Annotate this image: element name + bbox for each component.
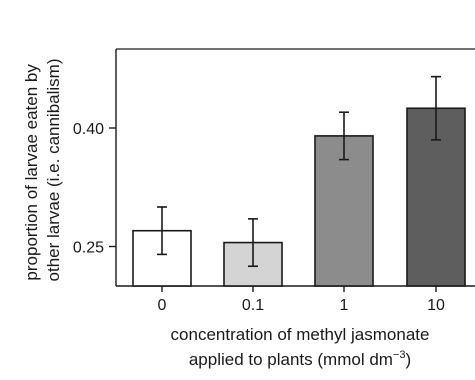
y-tick-label-0.25: 0.25 [73, 240, 104, 257]
x-axis-title-line-2: applied to plants (mmol dm−3) [189, 349, 411, 369]
x-axis-title-exponent: −3 [393, 349, 406, 361]
x-tick-label-0: 0 [158, 297, 167, 314]
x-ticks-group: 0 0.1 1 10 [158, 286, 445, 314]
x-axis-title-line-1: concentration of methyl jasmonate [171, 325, 430, 344]
bars-group [132, 107, 466, 287]
bar-1 [314, 135, 374, 287]
x-tick-label-10: 10 [427, 297, 445, 314]
y-axis-title-line-2: other larvae (i.e. cannibalism) [44, 59, 63, 282]
y-axis-title: proportion of larvae eaten by other larv… [22, 59, 63, 282]
y-tick-label-0.40: 0.40 [73, 121, 104, 138]
error-bars-group [157, 75, 441, 268]
x-tick-label-0.1: 0.1 [242, 297, 264, 314]
y-axis-title-line-1: proportion of larvae eaten by [22, 64, 41, 281]
x-axis-title-unit-text: applied to plants (mmol dm [189, 350, 393, 369]
y-ticks-group: 0.25 0.40 [73, 121, 116, 257]
x-axis-title-close-paren: ) [405, 350, 411, 369]
plot-area: 0.25 0.40 0 0.1 1 10 [73, 48, 475, 314]
x-tick-label-1: 1 [340, 297, 349, 314]
